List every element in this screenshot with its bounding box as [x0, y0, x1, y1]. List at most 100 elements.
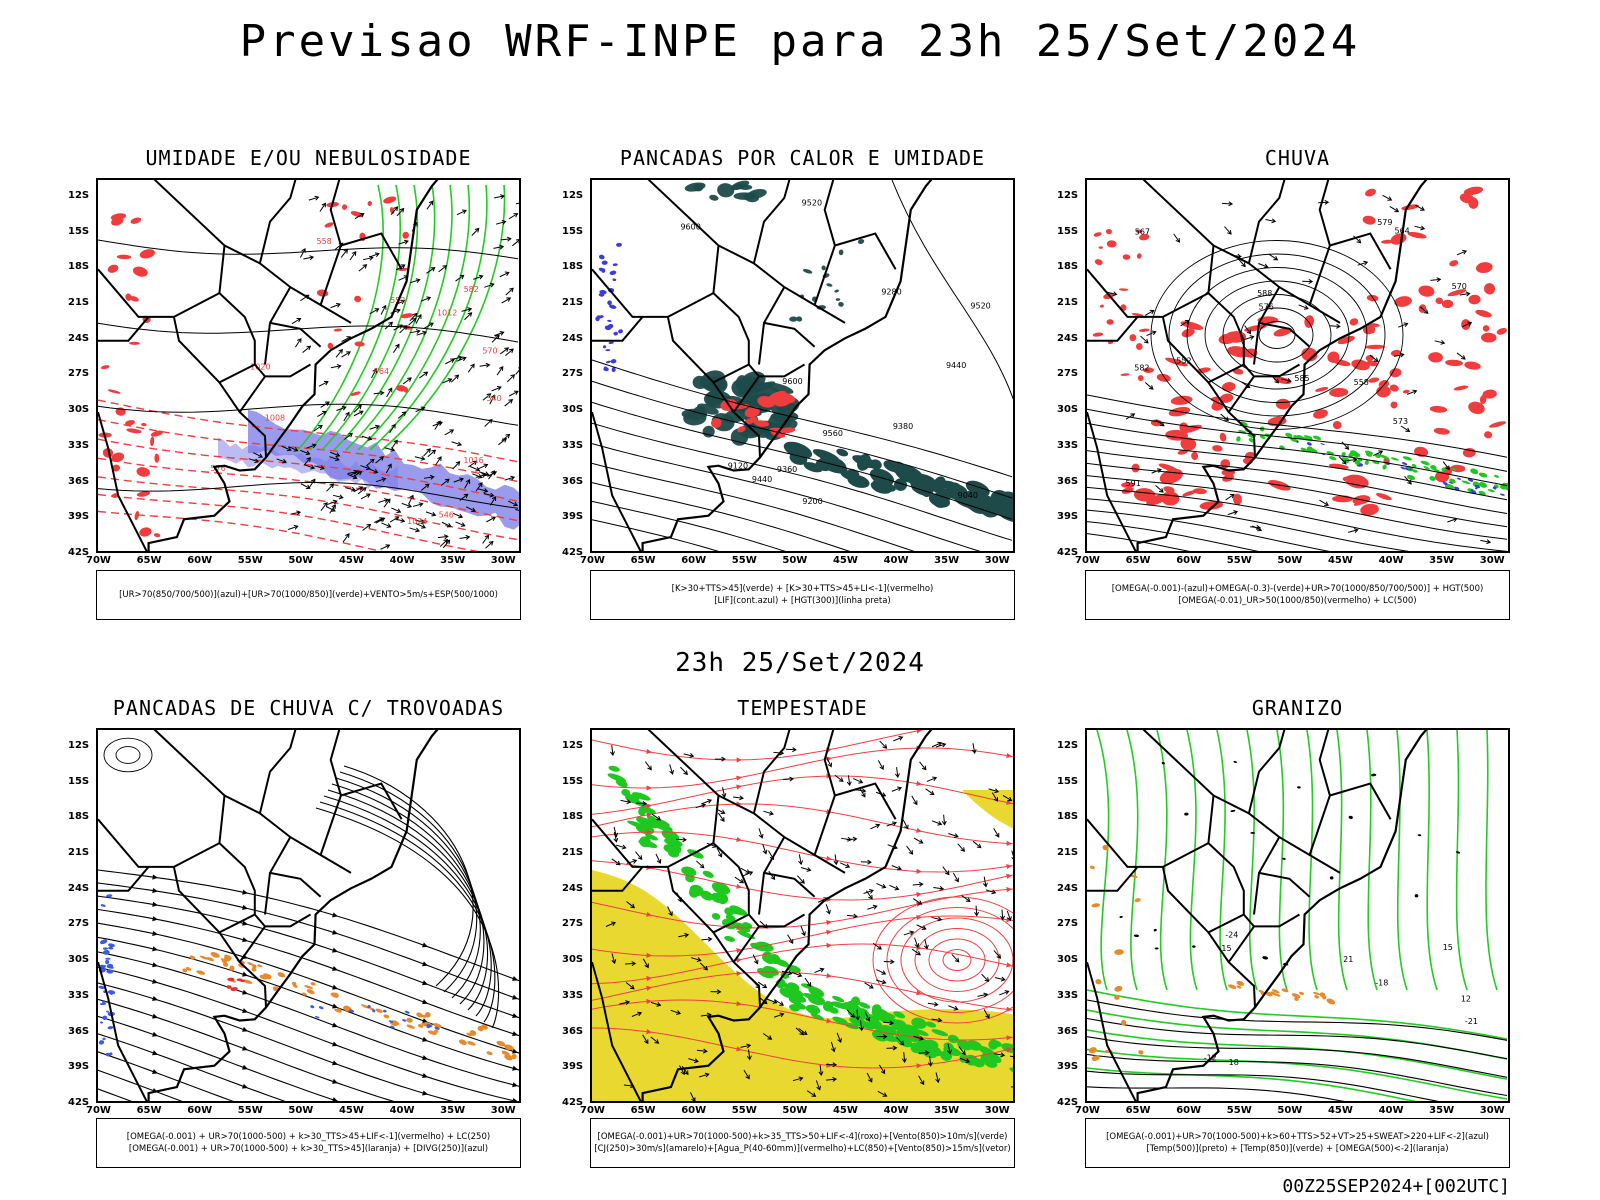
- contour-label: 9520: [802, 198, 822, 207]
- lon-tick-label: 30W: [490, 1105, 516, 1116]
- lat-tick-label: 27S: [1057, 368, 1079, 380]
- contour-label: 21: [1343, 955, 1353, 964]
- lon-tick-label: 45W: [1327, 1105, 1353, 1116]
- contour-label: 1012: [437, 309, 457, 318]
- legend-granizo: [OMEGA(-0.001)+UR>70(1000-500)+k>60+TTS>…: [1085, 1118, 1510, 1168]
- contour-label: -21: [1465, 1017, 1478, 1026]
- contour-label: 9120: [728, 462, 748, 471]
- lat-tick-label: 24S: [68, 332, 90, 344]
- contour-label: 573: [1393, 417, 1408, 426]
- legend-line: [OMEGA(-0.001)+UR>70(1000-500)+k>35_TTS>…: [597, 1132, 1008, 1142]
- contour-label: 570: [1452, 282, 1467, 291]
- lat-tick-label: 24S: [68, 882, 90, 894]
- map-canvas: [592, 730, 1013, 1101]
- contour-label: 570: [482, 347, 497, 356]
- lon-tick-label: 45W: [1327, 555, 1353, 566]
- panel-title: PANCADAS POR CALOR E UMIDADE: [619, 146, 986, 170]
- panel-title: GRANIZO: [1251, 696, 1344, 720]
- lon-tick-label: 70W: [1075, 1105, 1100, 1116]
- panel-title: TEMPESTADE: [737, 696, 868, 720]
- lat-tick-label: 33S: [562, 989, 584, 1001]
- contour-label: 546: [439, 511, 454, 520]
- contour-label: -18: [1375, 979, 1388, 988]
- lat-tick-label: 24S: [562, 332, 584, 344]
- lon-tick-label: 50W: [1277, 555, 1303, 566]
- lat-tick-label: 30S: [68, 954, 90, 966]
- lat-tick-label: 24S: [1057, 332, 1079, 344]
- lat-tick-label: 18S: [1057, 811, 1079, 823]
- lon-tick-label: 35W: [934, 1105, 960, 1116]
- lon-tick-label: 35W: [440, 1105, 466, 1116]
- lon-tick-label: 65W: [630, 555, 656, 566]
- lon-tick-label: 50W: [782, 1105, 808, 1116]
- lon-tick-label: 40W: [883, 1105, 909, 1116]
- lat-tick-label: 36S: [562, 1025, 584, 1037]
- lon-tick-label: 60W: [681, 1105, 707, 1116]
- lat-tick-label: 12S: [68, 189, 90, 201]
- lat-tick-label: 42S: [1057, 547, 1079, 558]
- lon-tick-label: 40W: [1378, 555, 1404, 566]
- lat-tick-label: 12S: [562, 739, 584, 751]
- lat-tick-label: 39S: [1057, 511, 1079, 523]
- lat-tick-label: 42S: [68, 1097, 90, 1108]
- lon-tick-label: 60W: [681, 555, 707, 566]
- lat-tick-label: 21S: [1057, 847, 1079, 858]
- lon-tick-label: 30W: [1479, 555, 1505, 566]
- contour-label: 9200: [802, 497, 822, 506]
- map-tempestade: [590, 728, 1015, 1103]
- contour-label: 588: [1257, 289, 1272, 298]
- lon-tick-label: 45W: [338, 555, 364, 566]
- lat-tick-label: 36S: [68, 1025, 90, 1037]
- lon-tick-label: 65W: [1125, 1105, 1151, 1116]
- contour-label: 9440: [752, 475, 772, 484]
- legend-chuva: [OMEGA(-0.001)-(azul)+OMEGA(-0.3)-(verde…: [1085, 570, 1510, 620]
- lat-tick-label: 21S: [562, 297, 584, 308]
- lon-tick-label: 60W: [187, 1105, 213, 1116]
- contour-label: 576: [1259, 302, 1274, 311]
- lon-tick-label: 60W: [187, 555, 213, 566]
- lon-tick-label: 55W: [237, 555, 263, 566]
- contour-label: 1024: [407, 517, 427, 526]
- lon-tick-label: 65W: [1125, 555, 1151, 566]
- contour-label: 9600: [782, 377, 802, 386]
- lat-tick-label: 36S: [1057, 1025, 1079, 1037]
- lon-tick-label: 30W: [984, 555, 1010, 566]
- lon-tick-label: 30W: [984, 1105, 1010, 1116]
- lon-tick-label: 50W: [288, 555, 314, 566]
- panel-title: PANCADAS DE CHUVA C/ TROVOADAS: [112, 696, 505, 720]
- run-stamp: 00Z25SEP2024+[002UTC]: [1282, 1176, 1510, 1197]
- lat-tick-label: 24S: [562, 882, 584, 894]
- lat-tick-label: 39S: [68, 511, 90, 523]
- lat-tick-label: 30S: [68, 404, 90, 416]
- lon-tick-label: 35W: [1429, 555, 1455, 566]
- contour-label: 9380: [893, 422, 913, 431]
- lon-tick-label: 70W: [1075, 555, 1100, 566]
- legend-tempestade: [OMEGA(-0.001)+UR>70(1000-500)+k>35_TTS>…: [590, 1118, 1015, 1168]
- lat-tick-label: 27S: [562, 368, 584, 380]
- lat-tick-label: 30S: [562, 404, 584, 416]
- contour-label: -15: [1219, 944, 1232, 953]
- lon-tick-label: 55W: [1226, 1105, 1252, 1116]
- lat-tick-label: 42S: [1057, 1097, 1079, 1108]
- legend-line: [LIF](cont.azul) + [HGT(300)](linha pret…: [714, 596, 891, 606]
- lat-tick-label: 27S: [68, 368, 90, 380]
- lat-tick-label: 24S: [1057, 882, 1079, 894]
- lat-tick-label: 21S: [562, 847, 584, 858]
- lon-tick-label: 70W: [86, 555, 111, 566]
- contour-label: 558: [317, 237, 332, 246]
- contour-label: 579: [1377, 218, 1392, 227]
- contour-label: 1016: [463, 456, 483, 465]
- lon-tick-label: 40W: [389, 1105, 415, 1116]
- lon-tick-label: 55W: [237, 1105, 263, 1116]
- legend-line: [UR>70(850/700/500)](azul)+[UR>70(1000/8…: [119, 590, 498, 600]
- lat-tick-label: 15S: [562, 775, 584, 787]
- lon-tick-label: 45W: [832, 555, 858, 566]
- panel-title: CHUVA: [1264, 146, 1331, 170]
- contour-label: 585: [1294, 374, 1309, 383]
- contour-label: 9040: [958, 491, 978, 500]
- valid-time-title: 23h 25/Set/2024: [675, 648, 925, 678]
- legend-trovoadas: [OMEGA(-0.001) + UR>70(1000-500) + k>30_…: [96, 1118, 521, 1168]
- panel-title: UMIDADE E/OU NEBULOSIDADE: [145, 146, 472, 170]
